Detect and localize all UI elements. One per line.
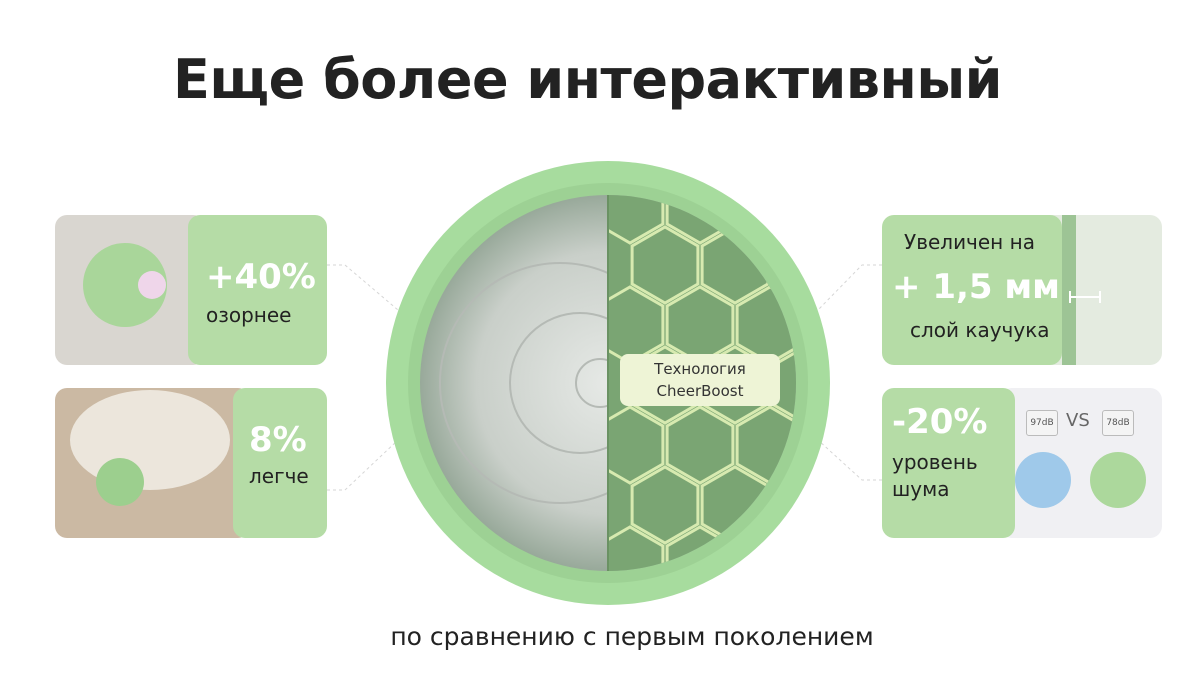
card-panel: +40% озорнее <box>188 215 327 365</box>
tech-line: CheerBoost <box>656 382 744 400</box>
hexagon <box>665 195 735 245</box>
card-caption: озорнее <box>206 303 292 327</box>
card-panel: -20% уровень шума <box>882 388 1015 538</box>
card-caption: слой каучука <box>910 318 1050 342</box>
db-badge: 97dB <box>1026 410 1058 436</box>
connectors <box>327 264 882 491</box>
card-value: 8% <box>249 420 307 460</box>
hexagon <box>665 405 735 485</box>
card-value: + 1,5 мм <box>892 267 1060 307</box>
rubber-layer <box>1062 215 1076 365</box>
title: Еще более интерактивный <box>172 48 1003 111</box>
hexagon <box>608 195 665 245</box>
card-panel: 8% легче <box>233 388 327 538</box>
card-caption: шума <box>892 477 950 501</box>
hexagon <box>807 527 873 603</box>
new-ball <box>1090 452 1146 508</box>
hexagon <box>608 525 665 571</box>
photo-ball <box>83 243 167 327</box>
hexagon <box>608 405 665 485</box>
card-value: +40% <box>206 257 316 297</box>
old-ball <box>1015 452 1071 508</box>
hexagon <box>807 167 873 243</box>
photo-ball-eye <box>138 271 166 299</box>
hexagon <box>630 465 700 545</box>
card-value: -20% <box>892 402 988 442</box>
card-caption: уровень <box>892 450 978 474</box>
photo-ball <box>96 458 144 506</box>
card-caption: легче <box>249 464 309 488</box>
tech-line: Технология <box>654 360 746 378</box>
hexagon <box>630 225 700 305</box>
vs: VS <box>1066 410 1090 431</box>
card-top: Увеличен на <box>904 230 1035 254</box>
tech-label: Технология CheerBoost <box>620 354 780 406</box>
card-panel: Увеличен на + 1,5 мм слой каучука <box>882 215 1062 365</box>
size-marker <box>1069 291 1101 303</box>
photo-dog <box>70 390 230 490</box>
footer: по сравнению с первым поколением <box>390 622 874 651</box>
db-badge: 78dB <box>1102 410 1134 436</box>
